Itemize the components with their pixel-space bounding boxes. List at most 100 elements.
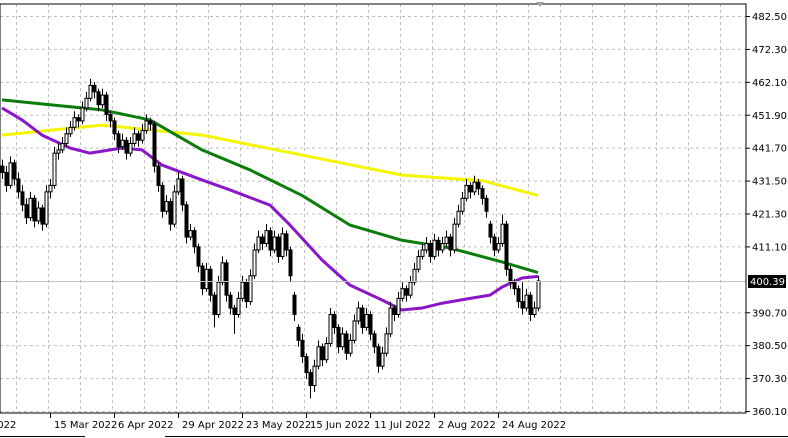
candle-body-bear (208, 268, 213, 296)
x-tick-label: 24 Aug 2022 (502, 420, 566, 431)
candle-body-bull (52, 152, 57, 186)
candle (96, 88, 101, 112)
candle (144, 114, 149, 134)
candle-body-bull (204, 268, 209, 290)
candle (456, 204, 461, 228)
candle (88, 78, 93, 102)
candle-body-bull (60, 142, 65, 151)
candle-body-bull (352, 320, 357, 341)
candle (376, 343, 381, 373)
candle (356, 301, 361, 325)
candle (392, 304, 397, 321)
candle (140, 124, 145, 144)
candle-body-bull (388, 307, 393, 335)
candle (380, 346, 385, 370)
candle-body-bear (184, 204, 189, 238)
candle (472, 175, 477, 196)
candle (476, 178, 481, 196)
grid (0, 4, 746, 413)
candle (172, 185, 177, 228)
candle (116, 130, 121, 154)
shift-marker-icon[interactable] (536, 2, 544, 7)
x-tick-label: 29 Apr 2022 (182, 420, 244, 431)
candle (176, 172, 181, 196)
y-tick-label: 462.10 (752, 78, 787, 89)
candle (16, 172, 21, 199)
candle-body-bull (248, 275, 253, 303)
candle-body-bull (64, 133, 69, 144)
candle-body-bull (176, 178, 181, 193)
candle-body-bear (112, 120, 117, 135)
candle (240, 275, 245, 302)
candle-body-bull (456, 210, 461, 225)
candle-body-bull (280, 233, 285, 257)
candle-body-bull (164, 201, 169, 212)
x-tick-label: 15 Mar 2022 (54, 420, 117, 431)
x-tick-label: 11 Jul 2022 (374, 420, 431, 431)
candle-body-bear (404, 288, 409, 296)
candle-body-bear (212, 294, 217, 316)
candle (408, 275, 413, 299)
candle (400, 282, 405, 302)
candle (480, 185, 485, 205)
candle-body-bear (232, 307, 237, 316)
candle-body-bear (104, 94, 109, 115)
candle (332, 311, 337, 334)
candle-body-bear (488, 223, 493, 238)
candle (220, 256, 225, 286)
candle-body-bear (392, 307, 397, 316)
candle (444, 230, 449, 247)
candle (28, 191, 33, 221)
candle (420, 243, 425, 260)
candle (184, 201, 189, 244)
candle (208, 266, 213, 302)
candle-body-bear (520, 301, 525, 309)
candle (396, 291, 401, 318)
candle-body-bull (140, 130, 145, 141)
candle (60, 137, 65, 154)
candle (508, 266, 513, 289)
candle-body-bear (428, 243, 433, 257)
candle-body-bull (48, 184, 53, 193)
candle-body-bull (396, 297, 401, 316)
candle (148, 117, 153, 131)
candle-body-bear (436, 239, 441, 251)
candle-body-bear (292, 294, 297, 316)
candle (360, 304, 365, 334)
candle-body-bear (32, 197, 37, 222)
y-tick-label: 472.30 (752, 45, 787, 56)
candle-body-bear (160, 184, 165, 212)
candle (384, 327, 389, 357)
candle-body-bull (420, 249, 425, 257)
y-tick-label: 482.50 (752, 12, 787, 23)
moving-average-line-green (1, 98, 539, 274)
candle (388, 301, 393, 338)
candle (364, 308, 369, 331)
candle (204, 262, 209, 292)
candle-body-bear (320, 346, 325, 361)
candle-body-bear (300, 339, 305, 357)
moving-average-line-purple (1, 106, 539, 312)
candle-body-bear (336, 326, 341, 348)
x-tick-label: 15 Jun 2022 (310, 420, 370, 431)
moving-averages (1, 98, 539, 312)
y-tick-label: 370.30 (752, 374, 787, 385)
candle (432, 233, 437, 260)
candle (280, 227, 285, 260)
candle-body-bear (152, 123, 157, 167)
candle-body-bull (56, 149, 61, 154)
candle (284, 230, 289, 257)
candle-body-bull (120, 139, 125, 148)
candle-body-bull (264, 230, 269, 245)
candle-body-bull (536, 280, 541, 309)
candle-body-bull (416, 255, 421, 270)
candle-body-bull (452, 223, 457, 251)
candles (0, 78, 541, 399)
candle-body-bull (356, 307, 361, 322)
candle (264, 224, 269, 247)
candle-body-bear (284, 233, 289, 251)
candle (68, 120, 73, 138)
candle-body-bear (468, 184, 473, 193)
candle-body-bear (16, 178, 21, 193)
candle-body-bull (236, 297, 241, 316)
